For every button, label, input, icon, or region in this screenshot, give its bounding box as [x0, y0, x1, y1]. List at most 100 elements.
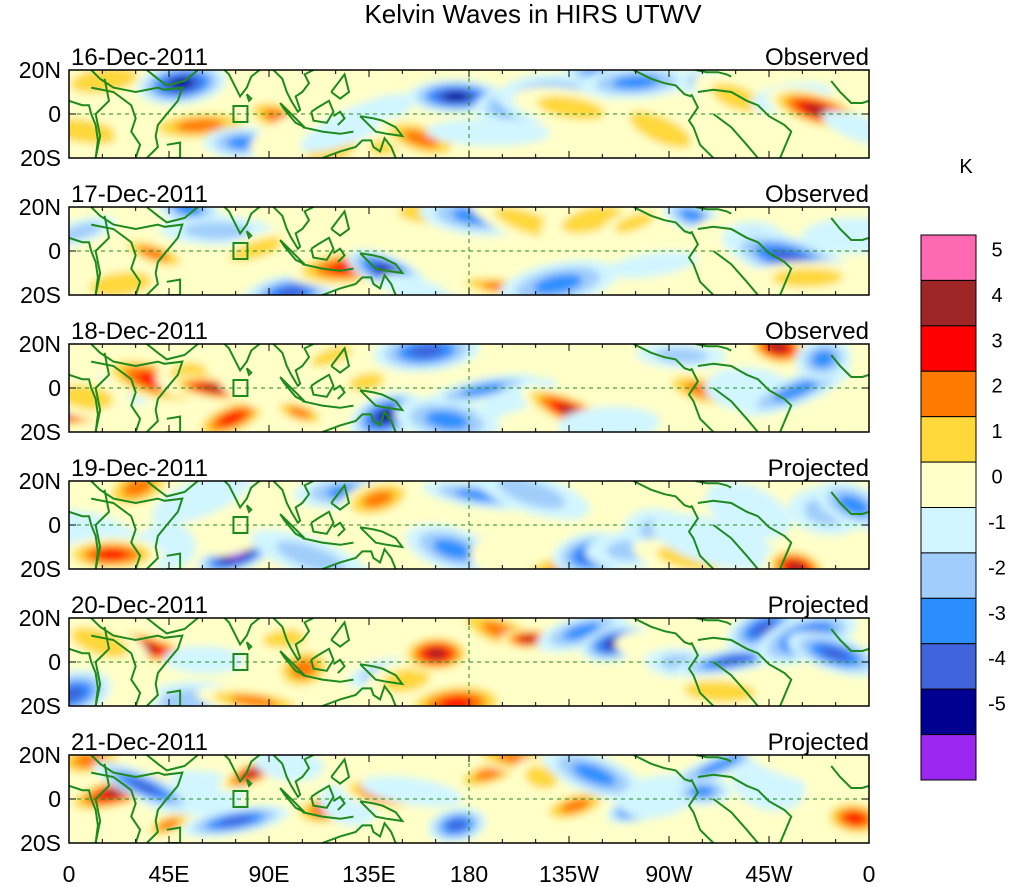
y-tick-label: 20N [19, 57, 61, 83]
coastline [359, 663, 405, 686]
coastline [302, 400, 354, 409]
coastline [687, 641, 715, 706]
coastline [695, 481, 732, 489]
coastline [330, 72, 351, 100]
coastline [272, 481, 314, 525]
coastline [91, 86, 142, 158]
anomaly-contour [614, 212, 654, 233]
coastline [166, 552, 182, 569]
x-tick-label: 45E [149, 861, 190, 887]
coastline [633, 207, 692, 235]
coastline [91, 223, 142, 295]
anomaly-contour [560, 798, 591, 814]
anomaly-contour [679, 208, 704, 222]
coastline [166, 141, 182, 158]
panel-status: Observed [765, 318, 869, 345]
panel-status: Observed [765, 181, 869, 208]
anomaly-contour [787, 562, 805, 569]
coastlines [69, 481, 869, 569]
anomaly-contour [455, 489, 502, 502]
coastline [697, 362, 793, 432]
coastline [146, 207, 199, 224]
coastline [310, 99, 335, 124]
coastline [69, 236, 99, 295]
colorbar-label: -4 [988, 648, 1006, 670]
panel-date: 16-Dec-2011 [71, 44, 208, 71]
coastline [223, 755, 262, 784]
coastline [687, 778, 715, 843]
panel-date: 17-Dec-2011 [71, 181, 208, 208]
colorbar-swatch [920, 279, 977, 327]
y-tick-label: 20S [20, 145, 61, 171]
anomaly-contour [362, 490, 394, 508]
coastline [90, 481, 184, 569]
anomaly-contour [290, 658, 317, 679]
anomaly-contour [612, 75, 660, 90]
anomaly-contour [606, 251, 698, 279]
x-tick-label: 180 [450, 861, 488, 887]
x-axis: 0 45E 90E 135E 180 135W 90W 45W 0 [63, 861, 876, 887]
coastline [697, 88, 793, 158]
panel-3: 20N 0 20S 18-Dec-2011 Observed [19, 318, 870, 445]
anomaly-contour [447, 819, 467, 831]
y-tick-label: 20S [20, 693, 61, 719]
coastline [321, 821, 397, 843]
coastline [310, 373, 335, 398]
anomaly-contour [89, 271, 152, 295]
coastline [90, 207, 184, 295]
colorbar-swatch [920, 416, 977, 463]
anomaly-contour [229, 236, 288, 262]
panel-plot-area [69, 70, 869, 158]
y-tick-label: 20N [19, 742, 61, 768]
colorbar-swatch [920, 507, 977, 554]
anomaly-contour [230, 695, 278, 706]
coastline [330, 346, 351, 374]
coastlines [69, 755, 869, 843]
panels: 20N 0 20S 16-Dec-2011 Observed 20N 0 20S 17-Dec-… [19, 44, 870, 856]
coastline [359, 389, 405, 412]
anomaly-contour [629, 111, 692, 148]
y-tick-label: 20S [20, 282, 61, 308]
anomaly-contour [714, 654, 753, 666]
coastline [633, 481, 692, 509]
anomaly-contour [497, 481, 566, 509]
coastlines [69, 618, 869, 706]
coastline [321, 136, 397, 158]
x-tick-label: 90E [249, 861, 290, 887]
anomaly-contour [157, 818, 180, 831]
anomaly-contour [572, 763, 616, 786]
y-tick-label: 20S [20, 556, 61, 582]
colorbar: K 5 4 3 2 1 0 -1 -2 -3 -4 -5 [920, 156, 1006, 781]
coastline [330, 620, 351, 648]
coastline [245, 778, 253, 788]
anomaly-contour [654, 347, 708, 363]
colorbar-label: 2 [991, 376, 1002, 398]
coastline [359, 252, 405, 275]
y-tick-label: 20N [19, 605, 61, 631]
coastline [90, 755, 184, 843]
coastline [146, 70, 199, 87]
coastline [712, 250, 759, 295]
panel-date: 18-Dec-2011 [71, 318, 208, 345]
colorbar-label: 3 [991, 330, 1002, 352]
panel-1: 20N 0 20S 16-Dec-2011 Observed [19, 44, 870, 171]
coastline [687, 230, 715, 295]
coastline [330, 483, 351, 511]
x-tick-label: 135W [539, 861, 599, 887]
coastline [302, 126, 354, 135]
anomaly-contour [773, 380, 818, 402]
coastlines [69, 207, 869, 295]
coastline [633, 70, 692, 98]
coastline [90, 70, 184, 158]
colorbar-swatch [920, 461, 977, 509]
panel-date: 21-Dec-2011 [71, 729, 208, 756]
coastline [245, 367, 253, 377]
coastline [310, 236, 335, 261]
coastline [310, 647, 335, 672]
panel-date: 20-Dec-2011 [71, 592, 208, 619]
coastline [223, 344, 262, 373]
colorbar-swatch [920, 688, 977, 736]
panel-status: Projected [768, 455, 869, 482]
anomaly-contour [227, 550, 246, 560]
